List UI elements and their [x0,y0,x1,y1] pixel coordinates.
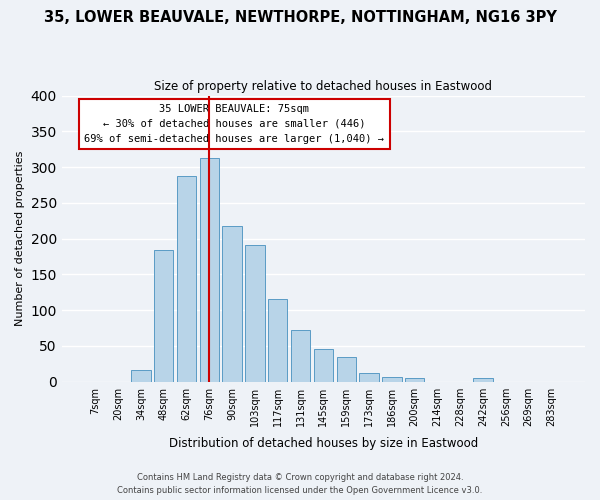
Bar [223,226,242,382]
Bar [359,373,379,382]
Bar [177,176,196,382]
Bar [154,250,173,382]
Title: Size of property relative to detached houses in Eastwood: Size of property relative to detached ho… [154,80,493,93]
Bar [245,245,265,382]
Bar [314,350,333,382]
Bar [337,358,356,382]
Bar [131,370,151,382]
Bar [291,330,310,382]
Y-axis label: Number of detached properties: Number of detached properties [15,151,25,326]
Text: 35, LOWER BEAUVALE, NEWTHORPE, NOTTINGHAM, NG16 3PY: 35, LOWER BEAUVALE, NEWTHORPE, NOTTINGHA… [44,10,556,25]
Text: Contains HM Land Registry data © Crown copyright and database right 2024.
Contai: Contains HM Land Registry data © Crown c… [118,474,482,495]
Bar [382,376,401,382]
Bar [405,378,424,382]
X-axis label: Distribution of detached houses by size in Eastwood: Distribution of detached houses by size … [169,437,478,450]
Text: 35 LOWER BEAUVALE: 75sqm
← 30% of detached houses are smaller (446)
69% of semi-: 35 LOWER BEAUVALE: 75sqm ← 30% of detach… [85,104,385,144]
Bar [268,298,287,382]
Bar [473,378,493,382]
Bar [200,158,219,382]
